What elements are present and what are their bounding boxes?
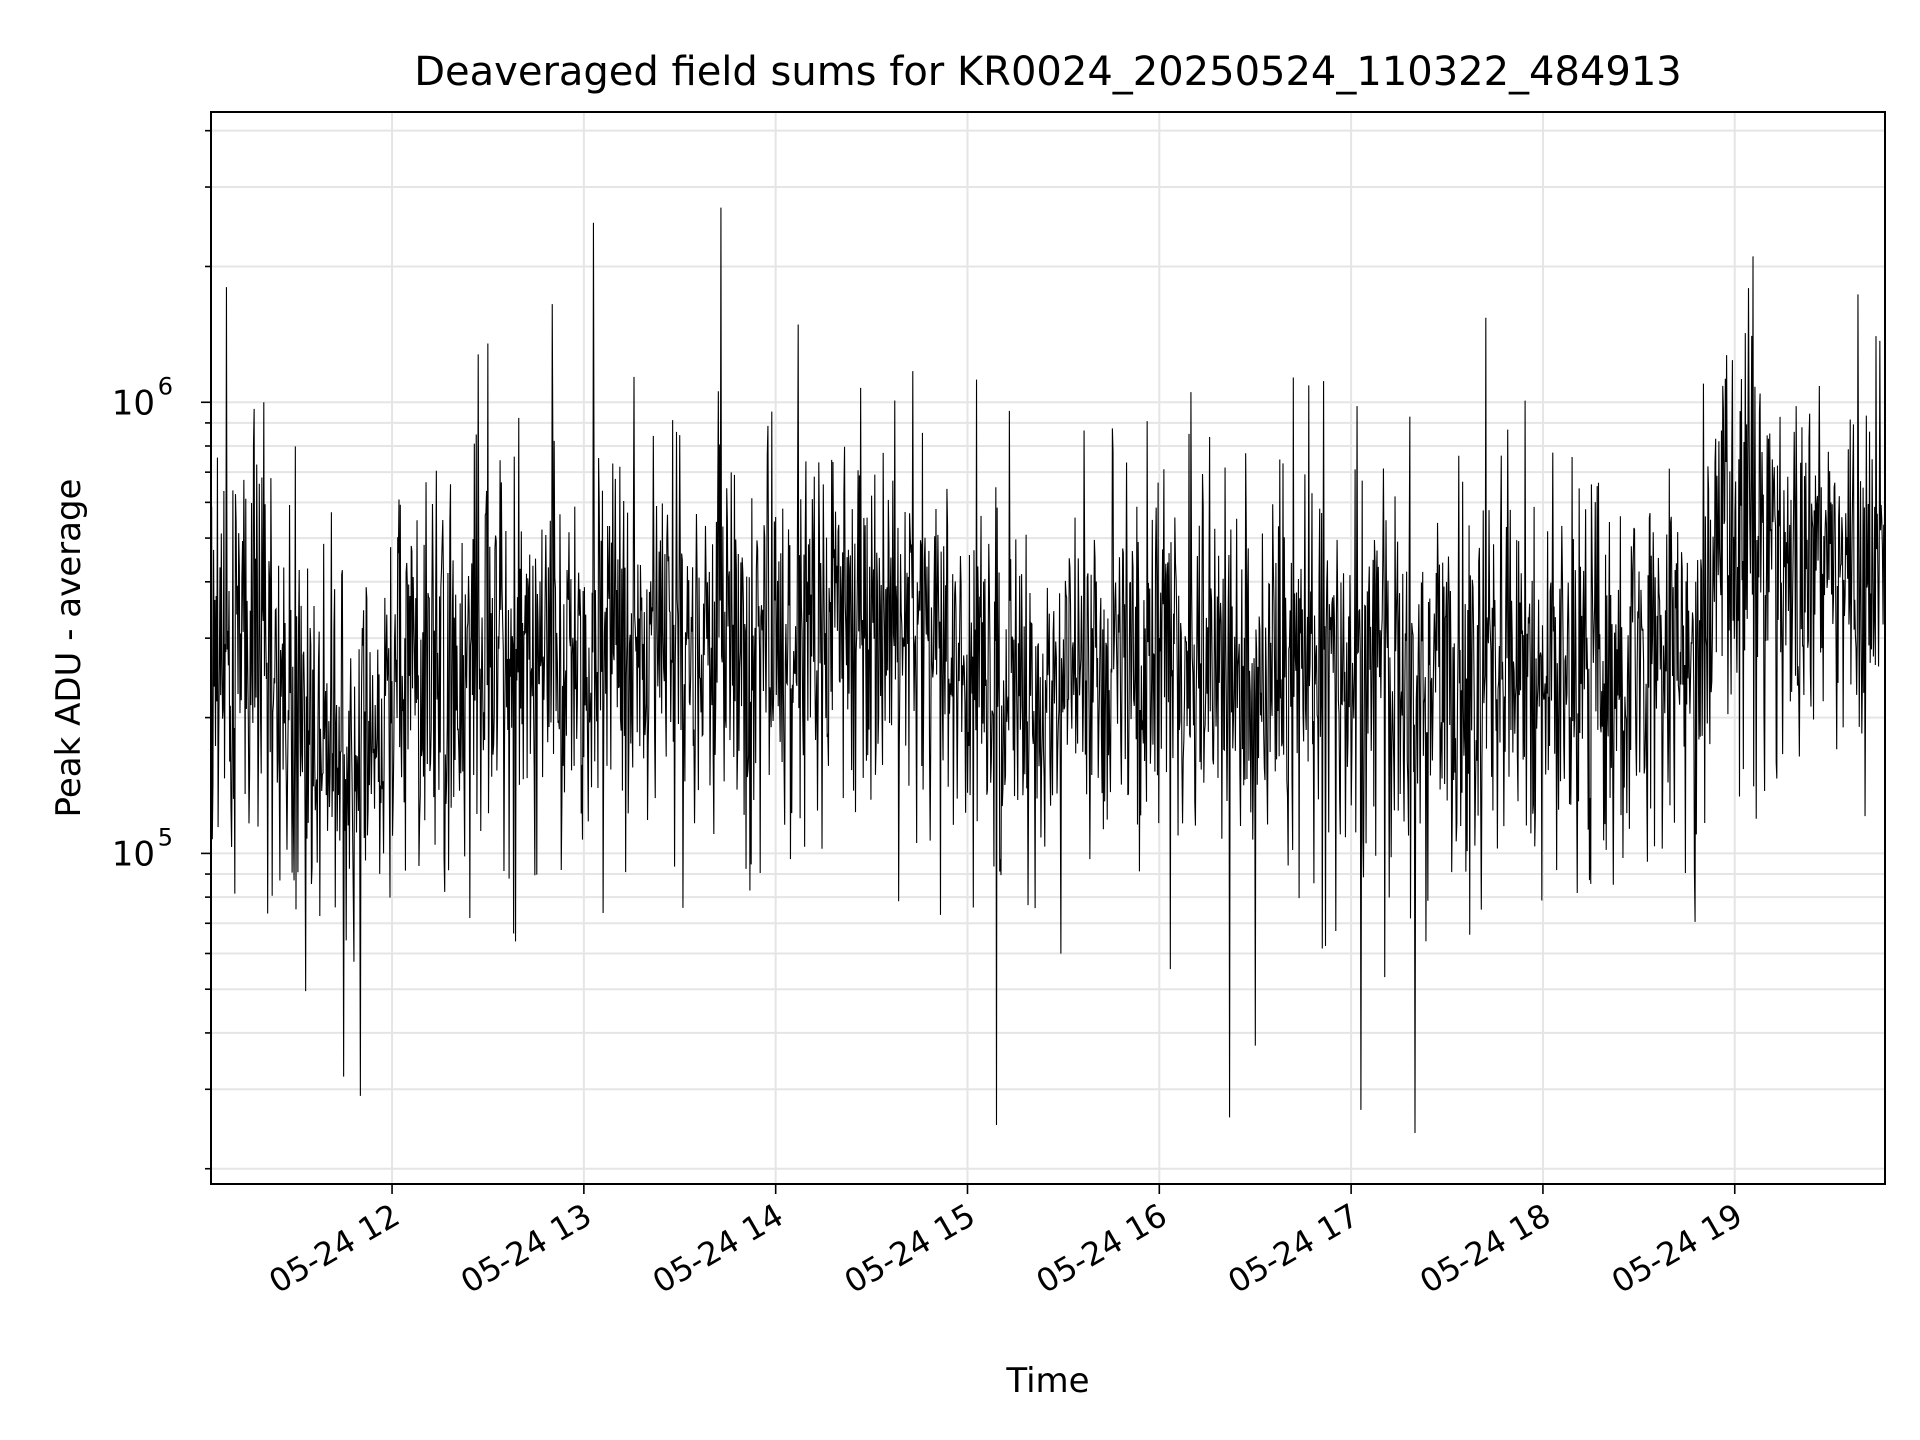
x-axis-label: Time xyxy=(1005,1361,1089,1401)
y-tick-label: 10 xyxy=(112,834,155,874)
y-axis-label: Peak ADU - average xyxy=(49,479,89,818)
y-tick-label: 10 xyxy=(112,383,155,423)
series-line xyxy=(210,207,1886,1134)
y-tick-label-exponent: 5 xyxy=(158,823,173,851)
y-tick-label-exponent: 6 xyxy=(158,372,173,400)
chart-title: Deaveraged field sums for KR0024_2025052… xyxy=(414,49,1682,95)
series-layer xyxy=(210,207,1886,1134)
plot-frame xyxy=(210,111,1886,1185)
